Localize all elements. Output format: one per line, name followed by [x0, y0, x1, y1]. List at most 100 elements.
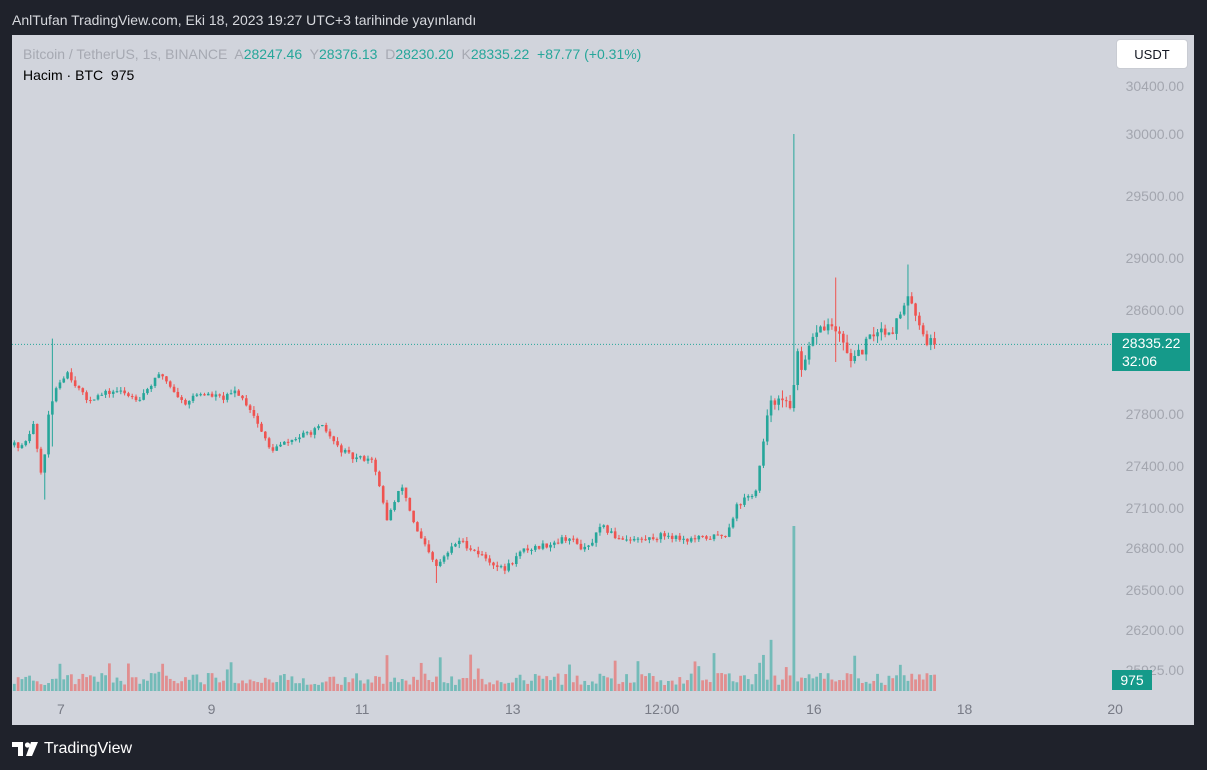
- volume-bar: [358, 680, 362, 691]
- volume-bar: [769, 639, 773, 691]
- candle-body: [294, 439, 298, 441]
- candle-body: [564, 537, 568, 541]
- candle-body: [127, 393, 130, 397]
- candle-body: [518, 551, 522, 557]
- candle-body: [39, 448, 43, 473]
- y-axis-tick: 27400.00: [1126, 458, 1185, 474]
- volume-bar: [465, 678, 469, 691]
- candle-body: [248, 405, 252, 411]
- currency-button[interactable]: USDT: [1116, 39, 1188, 69]
- volume-tag: 975: [1112, 670, 1152, 690]
- volume-bar: [457, 679, 461, 691]
- volume-bar: [853, 655, 857, 691]
- volume-bar: [784, 667, 788, 691]
- volume-bar: [85, 677, 88, 691]
- candle-body: [625, 539, 628, 541]
- candle-body: [556, 542, 560, 544]
- volume-bar: [777, 684, 781, 691]
- volume-bar: [225, 669, 229, 691]
- volume-bar: [857, 678, 860, 691]
- price-chart[interactable]: 30400.00 30000.00 29500.00 29000.00 28600.00…: [12, 35, 1194, 725]
- y-axis-tick: 28600.00: [1126, 302, 1185, 318]
- tradingview-logo[interactable]: TradingView: [12, 738, 132, 760]
- volume-bar: [860, 683, 864, 691]
- candle-body: [108, 390, 111, 394]
- volume-bar: [571, 682, 575, 691]
- candle-body: [807, 345, 811, 360]
- candle-body: [663, 533, 666, 537]
- candle-body: [290, 439, 294, 443]
- volume-bar: [568, 664, 571, 691]
- candle-body: [210, 393, 214, 397]
- volume-bar: [469, 654, 473, 691]
- volume-legend: Hacim · BTC 975: [23, 66, 134, 84]
- volume-bar: [222, 680, 225, 691]
- candle-body: [389, 509, 393, 521]
- volume-bar: [511, 682, 514, 691]
- symbol-label[interactable]: Bitcoin / TetherUS, 1s, BINANCE: [23, 46, 228, 62]
- candle-body: [138, 399, 142, 401]
- candle-body: [533, 546, 537, 550]
- volume-bar: [644, 676, 647, 691]
- volume-bar: [792, 526, 796, 691]
- candle-body: [275, 446, 279, 451]
- volume-bar: [187, 679, 191, 691]
- candle-body: [583, 546, 587, 550]
- candle-body: [705, 536, 708, 539]
- volume-bar: [218, 682, 222, 691]
- volume-bar: [921, 679, 925, 691]
- candle-body: [693, 538, 697, 540]
- volume-bar: [731, 681, 735, 691]
- volume-bar: [788, 675, 792, 691]
- tradingview-logo-icon: [12, 742, 38, 756]
- volume-bar: [336, 683, 339, 691]
- candle-body: [553, 542, 556, 545]
- volume-bar: [720, 673, 724, 691]
- candle-body: [233, 390, 237, 394]
- candle-body: [180, 397, 183, 400]
- candle-body: [811, 336, 815, 346]
- candle-body: [115, 391, 119, 393]
- volume-bar: [381, 683, 385, 691]
- chart-panel[interactable]: 30400.00 30000.00 29500.00 29000.00 28600.00…: [12, 35, 1194, 725]
- volume-bar: [906, 680, 910, 691]
- volume-label[interactable]: Hacim · BTC: [23, 67, 104, 83]
- candle-body: [651, 537, 655, 540]
- candle-body: [648, 537, 651, 540]
- candle-body: [697, 535, 701, 540]
- candle-body: [366, 458, 370, 461]
- x-axis-tick: 18: [957, 701, 973, 717]
- candle-body: [355, 457, 358, 460]
- volume-bar: [320, 682, 324, 691]
- candle-body: [507, 563, 510, 571]
- volume-bar: [917, 674, 921, 691]
- candle-body: [229, 393, 233, 395]
- volume-bar: [739, 675, 743, 691]
- candle-body: [895, 318, 898, 334]
- x-axis-tick: 16: [806, 701, 822, 717]
- volume-bar: [149, 673, 153, 691]
- volume-bar: [214, 677, 218, 691]
- candle-body: [724, 535, 727, 537]
- x-axis-tick: 13: [505, 701, 521, 717]
- volume-bar: [146, 680, 149, 691]
- candle-body: [419, 531, 423, 539]
- candle-body: [484, 554, 488, 559]
- candle-body: [720, 534, 723, 536]
- candle-body: [746, 496, 750, 498]
- volume-bar: [123, 684, 127, 691]
- candle-body: [324, 425, 328, 432]
- candle-body: [16, 442, 20, 448]
- volume-bar: [830, 679, 834, 691]
- candle-body: [54, 388, 58, 402]
- volume-bar: [773, 675, 777, 691]
- volume-bar: [902, 675, 906, 691]
- candle-body: [404, 487, 408, 498]
- volume-bar: [705, 679, 708, 691]
- candle-body: [914, 303, 917, 316]
- volume-bar: [134, 677, 138, 691]
- candle-body: [89, 400, 92, 402]
- volume-bar: [701, 680, 705, 691]
- volume-bar: [724, 674, 727, 691]
- candle-body: [857, 349, 860, 356]
